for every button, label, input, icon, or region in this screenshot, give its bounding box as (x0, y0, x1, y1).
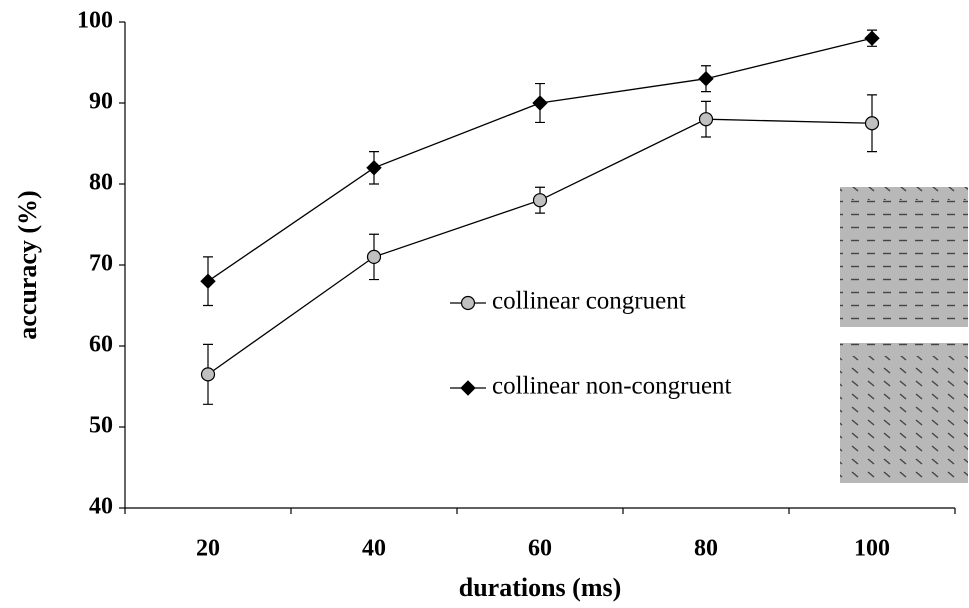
data-point (864, 30, 880, 46)
x-tick-label: 100 (854, 536, 890, 562)
x-tick-label: 40 (362, 536, 386, 562)
y-tick-label: 90 (89, 89, 113, 115)
y-tick-label: 70 (89, 251, 113, 277)
legend-marker (460, 295, 476, 311)
stimulus-images (840, 187, 968, 483)
stimulus-row (840, 343, 968, 356)
series-line (207, 37, 873, 282)
data-point (200, 273, 216, 289)
stimulus-non-congruent (840, 343, 968, 483)
x-tick-label: 80 (694, 536, 718, 562)
y-tick-label: 40 (89, 494, 113, 520)
data-point (698, 70, 714, 87)
data-point (864, 116, 880, 131)
y-tick-label: 50 (89, 413, 113, 439)
y-tick-label: 100 (77, 8, 113, 34)
data-point (698, 112, 714, 127)
data-point (366, 249, 382, 264)
x-tick-label: 20 (196, 536, 220, 562)
y-tick-label: 60 (89, 332, 113, 358)
stimulus-row (840, 187, 968, 200)
x-tick-label: 60 (528, 536, 552, 562)
legend-label: collinear congruent (492, 288, 686, 315)
legend-marker (460, 380, 476, 396)
x-axis-title: durations (ms) (459, 573, 622, 602)
legend-label: collinear non-congruent (492, 373, 732, 400)
data-point (366, 160, 382, 176)
y-axis-title: accuracy (%) (13, 190, 42, 339)
data-point (200, 367, 216, 382)
stimulus-congruent (840, 187, 968, 327)
series-line (207, 118, 873, 375)
data-point (532, 193, 548, 208)
y-tick-label: 80 (89, 170, 113, 196)
data-point (532, 95, 548, 111)
